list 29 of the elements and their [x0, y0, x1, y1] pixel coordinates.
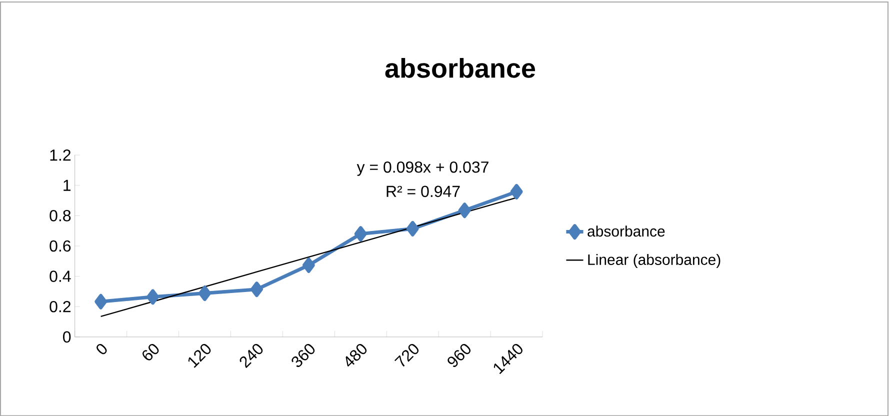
y-tick-label: 0 — [63, 331, 71, 342]
point — [94, 294, 108, 310]
x-tick-label: 360 — [292, 344, 315, 367]
legend-label: Linear (absorbance) — [588, 254, 720, 268]
y-tick-label: 1.2 — [50, 149, 70, 160]
x-tick-label: 120 — [188, 344, 211, 368]
y-tick-label: 0.2 — [50, 300, 70, 312]
point — [198, 285, 211, 301]
annotation: y = 0.098x + 0.037 — [356, 161, 488, 176]
x-tick-label: 720 — [394, 344, 419, 367]
point — [406, 220, 419, 236]
x-tick-label: 480 — [346, 344, 367, 367]
y-tick-label: 1 — [64, 180, 71, 191]
annotation: R² = 0.947 — [386, 186, 460, 197]
y-tick-label: 0.4 — [50, 270, 71, 282]
point — [146, 289, 160, 305]
y-tick-label: 0.6 — [50, 240, 71, 252]
chart-title: absorbance — [385, 58, 536, 78]
legend-label: absorbance — [588, 226, 665, 237]
point — [510, 184, 523, 200]
x-tick-label: 960 — [448, 344, 470, 367]
point — [250, 281, 263, 297]
point — [458, 202, 471, 218]
point — [302, 257, 315, 273]
y-tick-label: 0.8 — [50, 210, 71, 222]
point — [354, 226, 367, 242]
x-tick-label: 240 — [240, 344, 263, 368]
x-tick-label: 60 — [142, 344, 159, 360]
x-tick-label: 0 — [96, 344, 107, 354]
